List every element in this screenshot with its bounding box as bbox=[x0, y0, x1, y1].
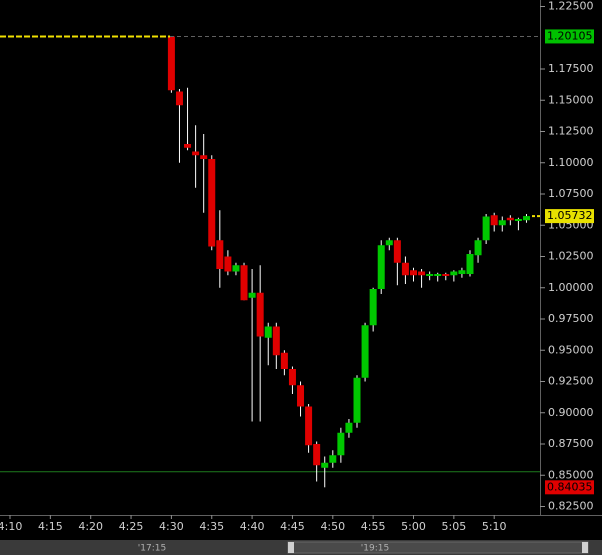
price-label: 0.84035 bbox=[547, 480, 593, 493]
y-tick-label: 0.97500 bbox=[548, 312, 594, 325]
scrollbar-label: '19:15 bbox=[361, 544, 389, 554]
price-label-box bbox=[545, 480, 594, 495]
candle-body bbox=[240, 265, 248, 301]
y-tick-label: 0.87500 bbox=[548, 437, 594, 450]
candle-body bbox=[482, 216, 490, 241]
y-tick-label: 0.90000 bbox=[548, 406, 594, 419]
candle-body bbox=[192, 151, 200, 156]
y-tick-label: 1.17500 bbox=[548, 62, 594, 75]
y-tick-label: 1.10000 bbox=[548, 156, 594, 169]
candle-body bbox=[305, 406, 313, 446]
candle-body bbox=[361, 325, 369, 378]
y-tick-label: 1.15000 bbox=[548, 93, 594, 106]
x-tick-label: 5:05 bbox=[441, 520, 466, 533]
scrollbar-handle[interactable] bbox=[582, 542, 588, 553]
candle-body bbox=[248, 292, 256, 298]
candle-body bbox=[385, 240, 393, 246]
candle-body bbox=[208, 159, 216, 247]
y-tick-label: 1.07500 bbox=[548, 187, 594, 200]
candle-body bbox=[353, 377, 361, 423]
y-tick-label: 1.02500 bbox=[548, 250, 594, 263]
candle-body bbox=[337, 432, 345, 456]
scrollbar-handle[interactable] bbox=[288, 542, 294, 553]
x-tick-label: 5:00 bbox=[401, 520, 426, 533]
y-tick-label: 1.22500 bbox=[548, 0, 594, 13]
candle-body bbox=[498, 220, 506, 226]
x-tick-label: 4:45 bbox=[280, 520, 305, 533]
x-tick-label: 4:20 bbox=[78, 520, 103, 533]
y-tick-label: 1.00000 bbox=[548, 281, 594, 294]
x-tick-label: 4:40 bbox=[240, 520, 265, 533]
candle-body bbox=[280, 352, 288, 369]
y-tick-label: 0.95000 bbox=[548, 343, 594, 356]
candle-body bbox=[418, 271, 426, 276]
candle-body bbox=[345, 422, 353, 433]
candle-body bbox=[272, 326, 280, 356]
x-tick-label: 4:35 bbox=[199, 520, 224, 533]
candle-body bbox=[393, 240, 401, 263]
candle-body bbox=[490, 215, 498, 226]
candle-body bbox=[175, 91, 183, 106]
candle-body bbox=[506, 217, 514, 221]
x-tick-label: 5:10 bbox=[482, 520, 507, 533]
candle-body bbox=[458, 270, 466, 274]
price-label-box bbox=[545, 29, 594, 44]
scrollbar-thumb[interactable] bbox=[287, 541, 589, 554]
candle-body bbox=[474, 240, 482, 256]
candle-body bbox=[442, 274, 450, 276]
candle-body bbox=[297, 385, 305, 407]
candle-body bbox=[167, 36, 175, 91]
x-tick-label: 4:25 bbox=[119, 520, 144, 533]
candle-body bbox=[321, 462, 329, 468]
candle-body bbox=[200, 155, 208, 159]
candle-body bbox=[264, 326, 272, 338]
price-label: 1.20105 bbox=[547, 29, 593, 42]
candle-body bbox=[369, 289, 377, 326]
candle-body bbox=[514, 219, 522, 221]
candle-body bbox=[329, 455, 337, 463]
x-tick-label: 4:30 bbox=[159, 520, 184, 533]
x-tick-label: 4:10 bbox=[0, 520, 22, 533]
candle-body bbox=[434, 274, 442, 276]
y-tick-label: 0.85000 bbox=[548, 468, 594, 481]
candle-body bbox=[184, 144, 192, 148]
candle-body bbox=[224, 256, 232, 272]
candle-body bbox=[377, 245, 385, 289]
y-tick-label: 1.12500 bbox=[548, 125, 594, 138]
price-label: 1.05732 bbox=[547, 209, 593, 222]
candle-body bbox=[313, 444, 321, 466]
y-tick-label: 0.92500 bbox=[548, 375, 594, 388]
candle-body bbox=[410, 270, 417, 276]
x-tick-label: 4:55 bbox=[361, 520, 386, 533]
candle-body bbox=[426, 274, 434, 276]
price-label-box bbox=[545, 209, 594, 224]
candle-body bbox=[401, 262, 409, 276]
candle-body bbox=[256, 292, 264, 337]
candle-body bbox=[232, 265, 240, 272]
scrollbar-label: '17:15 bbox=[138, 544, 166, 554]
candle-body bbox=[522, 216, 530, 221]
candle-body bbox=[288, 369, 296, 386]
candle-body bbox=[466, 254, 474, 274]
candle-body bbox=[450, 271, 458, 276]
candle-body bbox=[216, 240, 224, 269]
x-tick-label: 4:15 bbox=[38, 520, 63, 533]
y-tick-label: 0.82500 bbox=[548, 500, 594, 513]
x-tick-label: 4:50 bbox=[320, 520, 345, 533]
